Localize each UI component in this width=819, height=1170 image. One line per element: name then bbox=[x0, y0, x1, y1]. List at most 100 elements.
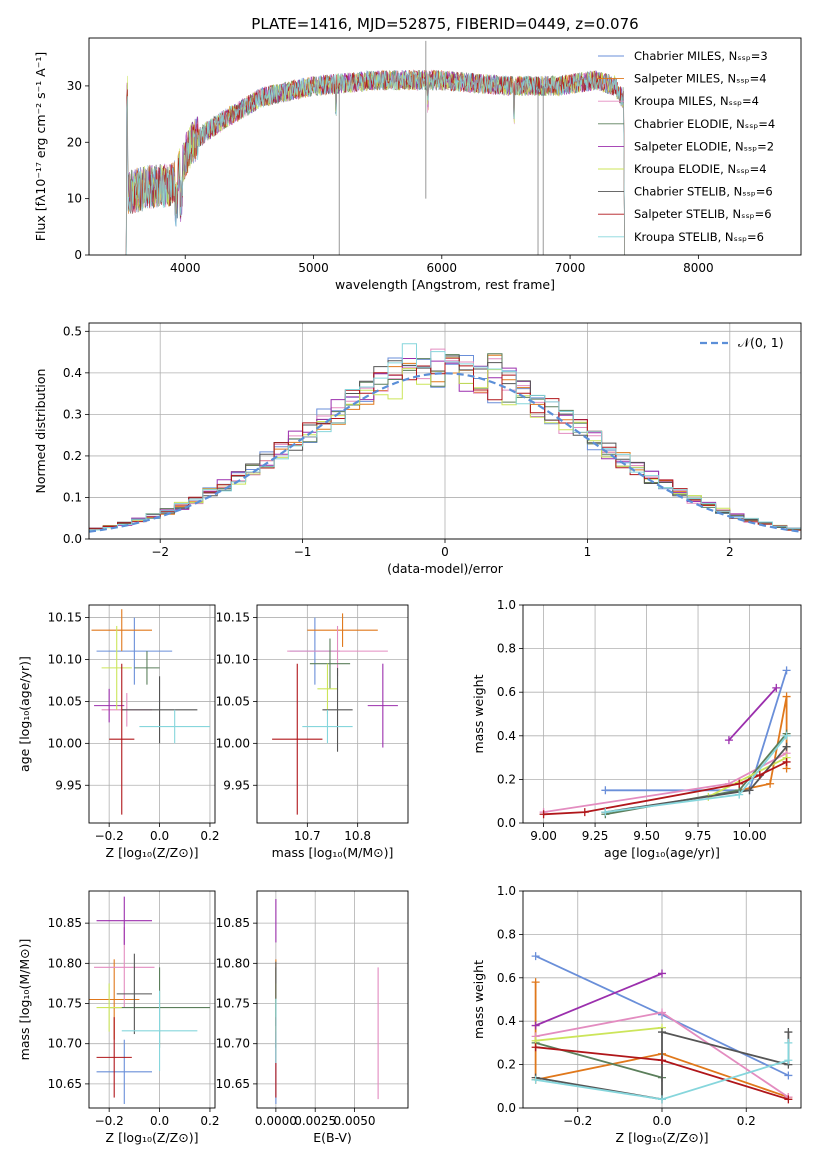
y-tick-label: 10 bbox=[67, 192, 82, 206]
x-tick-label: −0.2 bbox=[95, 829, 124, 843]
y-tick-label: 0.0 bbox=[497, 816, 516, 830]
y-axis-label: Flux [fλ10⁻¹⁷ erg cm⁻² s⁻¹ A⁻¹] bbox=[33, 52, 48, 241]
y-tick-label: 0.3 bbox=[63, 407, 82, 421]
y-tick-label: 10.75 bbox=[48, 997, 82, 1011]
data-point-marker bbox=[735, 779, 744, 788]
x-tick-label: 5000 bbox=[298, 261, 329, 275]
axes-frame bbox=[88, 322, 802, 540]
y-tick-label: 0.8 bbox=[497, 642, 516, 656]
series-line bbox=[535, 1030, 790, 1101]
legend-entry: Kroupa STELIB, Nₛₛₚ=6 bbox=[634, 230, 764, 244]
legend-entry: Salpeter MILES, Nₛₛₚ=4 bbox=[634, 72, 767, 86]
x-axis-label: age [log₁₀(age/yr)] bbox=[604, 845, 720, 860]
y-tick-label: 0.4 bbox=[63, 366, 82, 380]
data-point-marker bbox=[539, 810, 548, 819]
spectrum-line bbox=[125, 69, 625, 255]
histogram-series bbox=[89, 343, 801, 533]
axes-frame bbox=[88, 604, 216, 824]
axes-frame bbox=[88, 890, 216, 1109]
data-point-marker bbox=[782, 757, 791, 766]
data-point-marker bbox=[658, 1056, 666, 1065]
data-point-marker bbox=[531, 1075, 540, 1084]
x-tick-label: 10.8 bbox=[344, 829, 371, 843]
y-tick-label: 10.80 bbox=[216, 956, 250, 970]
y-tick-label: 10.05 bbox=[48, 694, 82, 708]
chart-title: PLATE=1416, MJD=52875, FIBERID=0449, z=0… bbox=[251, 15, 638, 33]
data-point-marker bbox=[782, 692, 791, 701]
axes-frame bbox=[256, 890, 409, 1109]
data-point-marker bbox=[755, 771, 764, 780]
y-tick-label: 0 bbox=[74, 248, 82, 262]
x-tick-label: 0.2 bbox=[200, 829, 219, 843]
data-point-marker bbox=[766, 779, 775, 788]
series-line bbox=[728, 687, 777, 741]
y-tick-label: 10.85 bbox=[48, 916, 82, 930]
data-point-marker bbox=[784, 1038, 793, 1047]
y-tick-label: 0.6 bbox=[497, 971, 516, 985]
y-tick-label: 10.80 bbox=[48, 956, 82, 970]
legend-entry: Kroupa MILES, Nₛₛₚ=4 bbox=[634, 94, 759, 108]
x-axis-label: Z [log₁₀(Z/Z⊙)] bbox=[616, 1130, 709, 1145]
x-tick-label: 9.75 bbox=[685, 829, 712, 843]
series-line bbox=[707, 756, 788, 798]
x-tick-label: 0.0050 bbox=[334, 1114, 376, 1128]
y-tick-label: 9.95 bbox=[55, 778, 82, 792]
y-tick-label: 20 bbox=[67, 135, 82, 149]
data-point-marker bbox=[531, 1043, 540, 1052]
x-axis-label: E(B-V) bbox=[313, 1130, 352, 1145]
data-point-marker bbox=[531, 1021, 540, 1030]
x-tick-label: −0.2 bbox=[95, 1114, 124, 1128]
x-axis-label: (data-model)/error bbox=[387, 561, 504, 576]
data-point-marker bbox=[658, 969, 666, 978]
legend-entry: Kroupa ELODIE, Nₛₛₚ=4 bbox=[634, 162, 767, 176]
x-tick-label: 0.0 bbox=[652, 1114, 671, 1128]
data-point-marker bbox=[782, 731, 791, 740]
data-point-marker bbox=[772, 683, 781, 692]
x-tick-label: 0.0000 bbox=[255, 1114, 297, 1128]
y-tick-label: 0.2 bbox=[63, 449, 82, 463]
x-tick-label: 4000 bbox=[170, 261, 201, 275]
y-tick-label: 0.1 bbox=[63, 490, 82, 504]
y-tick-label: 10.75 bbox=[216, 997, 250, 1011]
y-tick-label: 10.15 bbox=[216, 611, 250, 625]
x-axis-label: wavelength [Angstrom, rest frame] bbox=[335, 277, 555, 292]
spectrum-line bbox=[125, 69, 625, 255]
data-point-marker bbox=[724, 736, 733, 745]
y-tick-label: 10.65 bbox=[48, 1077, 82, 1091]
x-axis-label: Z [log₁₀(Z/Z⊙)] bbox=[106, 1130, 199, 1145]
x-tick-label: −1 bbox=[294, 545, 312, 559]
y-tick-label: 1.0 bbox=[497, 598, 516, 612]
data-point-marker bbox=[784, 1095, 793, 1104]
axes-frame bbox=[256, 604, 409, 824]
series-line bbox=[534, 982, 789, 1099]
x-tick-label: 2 bbox=[726, 545, 734, 559]
y-tick-label: 0.6 bbox=[497, 685, 516, 699]
y-axis-label: mass weight bbox=[471, 674, 486, 753]
legend-entry: Salpeter STELIB, Nₛₛₚ=6 bbox=[634, 207, 772, 221]
y-tick-label: 10.10 bbox=[216, 653, 250, 667]
data-point-marker bbox=[601, 786, 610, 795]
data-point-marker bbox=[782, 666, 791, 675]
x-tick-label: 8000 bbox=[683, 261, 714, 275]
x-tick-label: 7000 bbox=[555, 261, 586, 275]
data-point-marker bbox=[784, 1071, 793, 1080]
y-tick-label: 10.00 bbox=[48, 736, 82, 750]
data-point-marker bbox=[531, 978, 540, 987]
y-tick-label: 0.4 bbox=[497, 1014, 516, 1028]
y-tick-label: 10.85 bbox=[216, 916, 250, 930]
y-axis-label: age [log₁₀(age/yr)] bbox=[17, 656, 32, 772]
x-tick-label: 10.7 bbox=[294, 829, 321, 843]
y-tick-label: 0.4 bbox=[497, 729, 516, 743]
x-tick-label: −0.2 bbox=[563, 1114, 592, 1128]
spectrum-line bbox=[125, 70, 625, 255]
x-tick-label: 9.00 bbox=[530, 829, 557, 843]
data-point-marker bbox=[735, 790, 744, 799]
x-tick-label: 0.0025 bbox=[294, 1114, 336, 1128]
y-axis-label: mass [log₁₀(M/M⊙)] bbox=[17, 939, 32, 1061]
data-point-marker bbox=[784, 1028, 793, 1037]
legend-entry: Chabrier MILES, Nₛₛₚ=3 bbox=[634, 49, 768, 63]
series-line bbox=[535, 1026, 663, 1042]
spectrum-line bbox=[125, 70, 625, 255]
series-line bbox=[535, 972, 663, 1027]
